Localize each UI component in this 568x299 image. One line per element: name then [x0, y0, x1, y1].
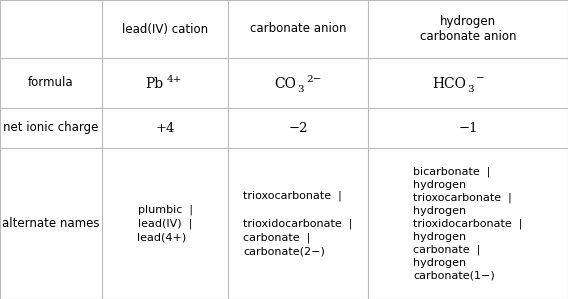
- Text: formula: formula: [28, 77, 74, 89]
- Text: 4+: 4+: [167, 74, 182, 83]
- Text: bicarbonate  |
hydrogen
trioxocarbonate  |
hydrogen
trioxidocarbonate  |
hydroge: bicarbonate | hydrogen trioxocarbonate |…: [414, 166, 523, 281]
- Text: 2−: 2−: [306, 74, 321, 83]
- Text: plumbic  |
lead(IV)  |
lead(4+): plumbic | lead(IV) | lead(4+): [137, 205, 193, 242]
- Text: 3: 3: [467, 86, 474, 94]
- Text: hydrogen
carbonate anion: hydrogen carbonate anion: [420, 14, 516, 43]
- Text: carbonate anion: carbonate anion: [250, 22, 346, 36]
- Text: 3: 3: [297, 86, 304, 94]
- Text: lead(IV) cation: lead(IV) cation: [122, 22, 208, 36]
- Text: Pb: Pb: [145, 77, 163, 91]
- Text: trioxocarbonate  |

trioxidocarbonate  |
carbonate  |
carbonate(2−): trioxocarbonate | trioxidocarbonate | ca…: [243, 190, 353, 257]
- Text: CO: CO: [274, 77, 296, 91]
- Text: net ionic charge: net ionic charge: [3, 121, 99, 135]
- Text: −1: −1: [458, 121, 478, 135]
- Text: alternate names: alternate names: [2, 217, 100, 230]
- Text: +4: +4: [155, 121, 175, 135]
- Text: HCO: HCO: [432, 77, 466, 91]
- Text: −2: −2: [288, 121, 308, 135]
- Text: −: −: [476, 74, 485, 83]
